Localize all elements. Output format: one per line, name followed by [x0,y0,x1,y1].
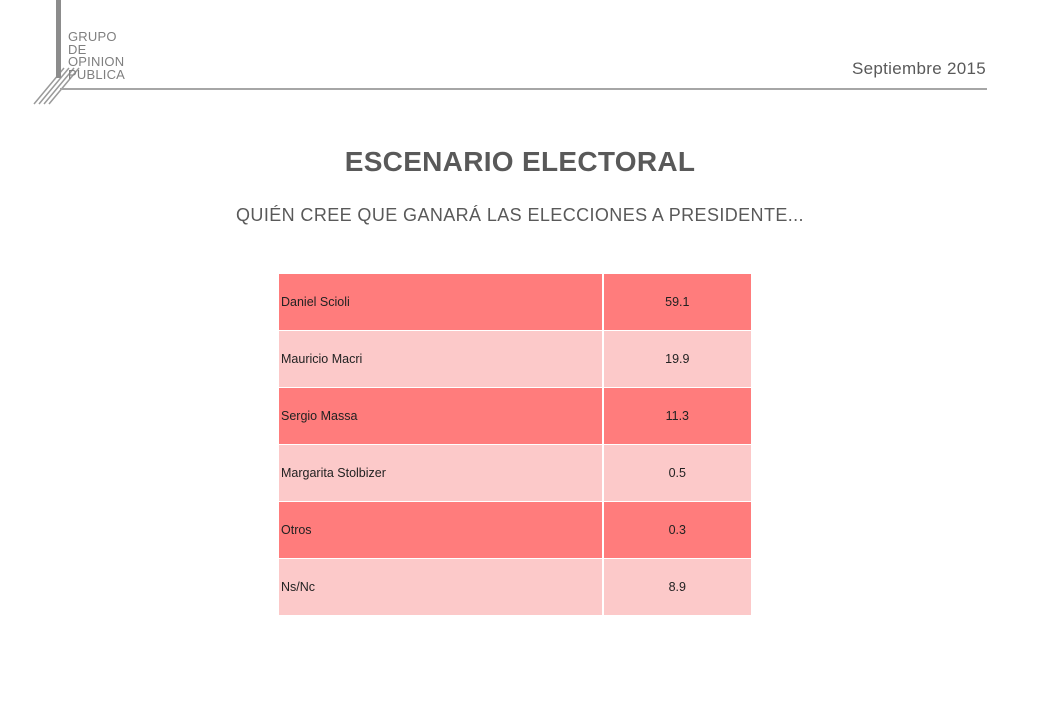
table-row: Sergio Massa 11.3 [279,387,751,445]
page-title: ESCENARIO ELECTORAL [344,146,696,177]
logo-line: PUBLICA [68,66,126,82]
candidate-value: 0.3 [602,501,751,559]
candidate-value: 19.9 [602,330,751,388]
page-subtitle: QUIÉN CREE QUE GANARÁ LAS ELECCIONES A P… [236,205,804,225]
candidate-name: Mauricio Macri [279,330,604,388]
grupo-opinion-publica-logo [33,0,80,105]
candidate-name: Otros [279,501,604,559]
candidate-name: Sergio Massa [279,387,604,445]
candidate-value: 11.3 [602,387,751,445]
logo-line: GRUPO [68,29,117,44]
header-date: Septiembre 2015 [852,59,986,78]
table-row: Mauricio Macri 19.9 [279,330,751,388]
table-row: Daniel Scioli 59.1 [279,274,751,331]
header-divider [60,88,987,90]
candidate-name: Margarita Stolbizer [279,444,604,502]
candidate-name: Daniel Scioli [279,274,604,331]
candidate-value: 59.1 [602,274,751,331]
logo-line: DE [68,41,87,57]
candidate-name: Ns/Nc [279,558,604,616]
table-row: Margarita Stolbizer 0.5 [279,444,751,502]
results-table: Daniel Scioli 59.1 Mauricio Macri 19.9 S… [279,274,751,616]
logo-wordmark: GRUPO DE OPINION PUBLICA [68,29,126,82]
table-row: Ns/Nc 8.9 [279,558,751,616]
candidate-value: 0.5 [602,444,751,502]
candidate-value: 8.9 [602,558,751,616]
logo-line: OPINION [68,54,125,69]
table-row: Otros 0.3 [279,501,751,559]
